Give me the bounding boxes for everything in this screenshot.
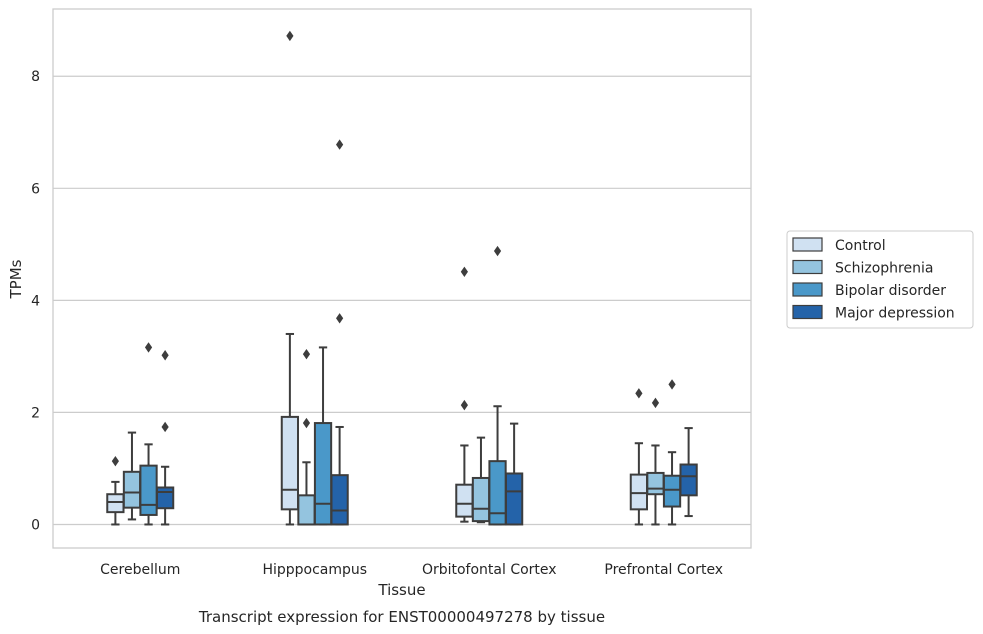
box-iqr — [280, 415, 300, 511]
box-iqr — [155, 486, 175, 510]
box-schizophrenia-1 — [297, 348, 316, 526]
outlier-point — [651, 397, 660, 409]
y-axis-label: TPMs — [7, 259, 25, 299]
outlier-point — [161, 421, 169, 433]
legend: Control Schizophrenia Bipolar disorder Majo… — [786, 230, 974, 329]
x-tick-label: Cerebellum — [100, 562, 180, 578]
chart-caption: Transcript expression for ENST0000049727… — [198, 608, 605, 626]
box-iqr — [122, 470, 142, 509]
box-iqr — [330, 474, 349, 526]
box-schizophrenia-0 — [122, 431, 142, 521]
box-series — [106, 30, 698, 526]
x-tick-label: Prefrontal Cortex — [604, 562, 723, 578]
box-bipolar-disorder-1 — [313, 346, 333, 526]
y-tick-label: 4 — [31, 293, 40, 309]
box-bipolar-disorder-3 — [662, 379, 682, 526]
legend-swatch — [792, 259, 823, 275]
box-iqr — [106, 493, 125, 514]
legend-label: Schizophrenia — [835, 261, 933, 277]
legend-label: Bipolar disorder — [835, 283, 946, 299]
box-major-depression-0 — [155, 350, 175, 526]
outlier-point — [336, 313, 344, 324]
y-tick-label: 8 — [31, 69, 40, 85]
box-iqr — [471, 476, 491, 523]
outlier-point — [111, 455, 119, 467]
box-major-depression-3 — [679, 427, 698, 518]
box-iqr — [297, 494, 316, 526]
y-axis-ticks: 0 2 4 6 8 — [31, 69, 40, 533]
box-bipolar-disorder-2 — [488, 245, 507, 526]
outlier-point — [336, 139, 344, 150]
box-iqr — [662, 474, 682, 508]
plot-frame — [52, 8, 752, 549]
box-control-1 — [280, 30, 300, 526]
outlier-point — [668, 379, 676, 390]
outlier-point — [460, 399, 468, 411]
outlier-point — [286, 30, 294, 42]
outlier-point — [161, 350, 169, 361]
box-iqr — [646, 471, 665, 496]
outlier-point — [460, 266, 468, 277]
box-schizophrenia-3 — [646, 397, 665, 526]
box-iqr — [455, 483, 474, 518]
box-major-depression-1 — [330, 139, 349, 526]
x-tick-label: Orbitofontal Cortex — [422, 562, 557, 578]
y-tick-label: 2 — [31, 405, 40, 421]
box-iqr — [139, 464, 158, 516]
outlier-point — [493, 245, 502, 257]
box-control-3 — [629, 388, 649, 526]
outlier-point — [302, 348, 311, 360]
outlier-point — [302, 417, 311, 429]
legend-label: Major depression — [835, 306, 955, 322]
box-iqr — [313, 422, 333, 526]
box-iqr — [488, 460, 507, 526]
x-axis-label: Tissue — [377, 581, 425, 599]
outlier-point — [144, 342, 153, 353]
legend-swatch — [792, 237, 823, 252]
legend-swatch — [792, 282, 823, 297]
outlier-point — [635, 388, 643, 399]
box-iqr — [629, 473, 649, 511]
legend-label: Control — [835, 238, 886, 254]
legend-frame — [786, 230, 974, 329]
legend-swatch — [792, 304, 823, 320]
y-tick-label: 0 — [31, 517, 40, 533]
x-axis-ticks: Cerebellum Hipppocampus Orbitofontal Corte… — [100, 562, 723, 578]
grid-lines — [53, 75, 751, 526]
x-tick-label: Hipppocampus — [262, 562, 367, 578]
box-iqr — [679, 463, 698, 497]
plot-background — [53, 9, 751, 548]
box-major-depression-2 — [504, 422, 524, 526]
box-iqr — [504, 472, 524, 526]
y-tick-label: 6 — [31, 181, 40, 197]
